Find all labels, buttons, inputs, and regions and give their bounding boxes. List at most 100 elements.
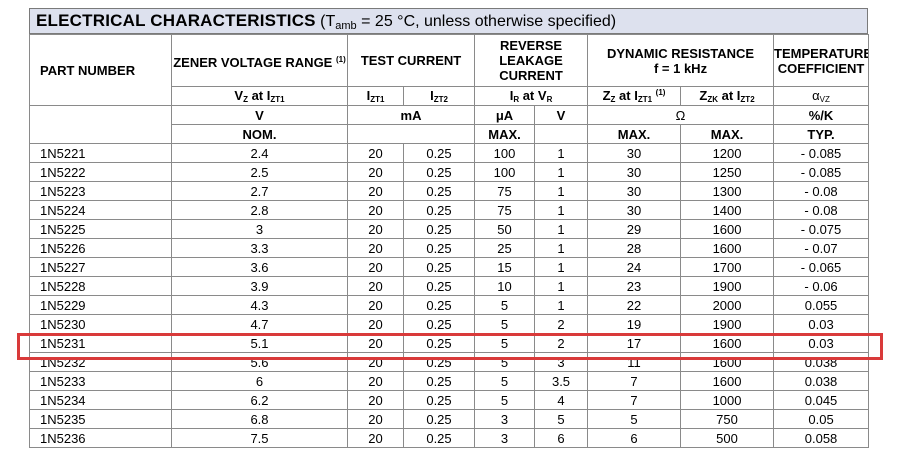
cell-part-number: 1N5221	[29, 143, 172, 163]
cell-zzk-max: 1600	[680, 371, 775, 391]
cell-part-number: 1N5232	[29, 352, 172, 372]
cell-vr: 1	[534, 276, 589, 296]
cell-izt2: 0.25	[402, 276, 476, 296]
cell-alpha-typ: 0.055	[773, 295, 870, 315]
cell-izt2: 0.25	[402, 371, 476, 391]
cell-izt2: 0.25	[402, 428, 476, 448]
label-max-ir: MAX.	[474, 124, 536, 144]
cell-vr: 2	[534, 333, 589, 353]
cell-izt2: 0.25	[402, 143, 476, 163]
cell-alpha-typ: - 0.08	[773, 200, 870, 220]
cell-vz-nom: 7.5	[171, 428, 348, 448]
cell-vz-nom: 3.6	[171, 257, 348, 277]
label-max-zz: MAX.	[587, 124, 682, 144]
cell-izt2: 0.25	[402, 314, 476, 334]
cell-ir-max: 15	[474, 257, 536, 277]
header-zener-voltage: ZENER VOLTAGE RANGE (1)	[171, 34, 348, 87]
cell-part-number: 1N5230	[29, 314, 172, 334]
cell-vr: 6	[534, 428, 589, 448]
table-row: 1N5233 6 20 0.25 5 3.5 7 1600 0.038	[29, 371, 870, 391]
cell-izt1: 20	[347, 181, 404, 201]
cell-zz-max: 30	[587, 162, 682, 182]
cell-zz-max: 11	[587, 352, 682, 372]
cell-vz-nom: 2.8	[171, 200, 348, 220]
cell-alpha-typ: 0.045	[773, 390, 870, 410]
cell-zzk-max: 750	[680, 409, 775, 429]
cell-vz-nom: 4.7	[171, 314, 348, 334]
table-row: 1N5234 6.2 20 0.25 5 4 7 1000 0.045	[29, 390, 870, 410]
header-spacer	[29, 105, 172, 125]
cell-izt2: 0.25	[402, 181, 476, 201]
cell-alpha-typ: 0.03	[773, 314, 870, 334]
cell-part-number: 1N5231	[29, 333, 172, 353]
cell-izt1: 20	[347, 295, 404, 315]
table-row: 1N5228 3.9 20 0.25 10 1 23 1900- 0.06	[29, 276, 870, 296]
cell-vz-nom: 6.8	[171, 409, 348, 429]
table-row: 1N5221 2.4 20 0.25 100 1 30 1200- 0.085	[29, 143, 870, 163]
cell-ir-max: 5	[474, 314, 536, 334]
cell-zzk-max: 1300	[680, 181, 775, 201]
cell-zzk-max: 1900	[680, 314, 775, 334]
unit-pct: %/K	[773, 105, 870, 125]
cell-izt1: 20	[347, 143, 404, 163]
cell-ir-max: 25	[474, 238, 536, 258]
cell-izt1: 20	[347, 333, 404, 353]
cell-zzk-max: 500	[680, 428, 775, 448]
header-zzk: ZZK at IZT2	[680, 86, 775, 106]
cell-zz-max: 5	[587, 409, 682, 429]
cell-zz-max: 23	[587, 276, 682, 296]
cell-vr: 1	[534, 162, 589, 182]
unit-ma: mA	[346, 105, 476, 125]
cell-alpha-typ: - 0.07	[773, 238, 870, 258]
header-alpha: αVZ	[773, 86, 870, 106]
table-row: 1N5223 2.7 20 0.25 75 1 30 1300- 0.08	[29, 181, 870, 201]
cell-zz-max: 6	[587, 428, 682, 448]
cell-zz-max: 7	[587, 390, 682, 410]
cell-part-number: 1N5222	[29, 162, 172, 182]
title-main: ELECTRICAL CHARACTERISTICS	[36, 11, 316, 30]
cell-vz-nom: 2.7	[171, 181, 348, 201]
cell-part-number: 1N5226	[29, 238, 172, 258]
cell-ir-max: 50	[474, 219, 536, 239]
unit-ohm: Ω	[587, 105, 775, 125]
cell-part-number: 1N5229	[29, 295, 172, 315]
cell-zz-max: 30	[587, 200, 682, 220]
cell-izt1: 20	[347, 352, 404, 372]
cell-vz-nom: 5.1	[171, 333, 348, 353]
cell-ir-max: 5	[474, 371, 536, 391]
cell-vz-nom: 6.2	[171, 390, 348, 410]
cell-izt1: 20	[347, 257, 404, 277]
cell-ir-max: 100	[474, 143, 536, 163]
cell-zz-max: 22	[587, 295, 682, 315]
cell-zz-max: 24	[587, 257, 682, 277]
unit-v: V	[171, 105, 348, 125]
cell-zz-max: 28	[587, 238, 682, 258]
cell-vz-nom: 3	[171, 219, 348, 239]
cell-ir-max: 75	[474, 181, 536, 201]
cell-ir-max: 5	[474, 333, 536, 353]
cell-vr: 3	[534, 352, 589, 372]
cell-zz-max: 30	[587, 181, 682, 201]
cell-vz-nom: 3.3	[171, 238, 348, 258]
header-reverse-leakage: REVERSE LEAKAGE CURRENT	[474, 34, 589, 87]
cell-izt1: 20	[347, 371, 404, 391]
cell-vr: 1	[534, 200, 589, 220]
table-row: 1N5226 3.3 20 0.25 25 1 28 1600- 0.07	[29, 238, 870, 258]
cell-part-number: 1N5233	[29, 371, 172, 391]
header-izt2: IZT2	[402, 86, 476, 106]
cell-izt2: 0.25	[402, 257, 476, 277]
header-spacer-2	[29, 124, 172, 144]
cell-ir-max: 3	[474, 409, 536, 429]
cell-part-number: 1N5236	[29, 428, 172, 448]
cell-zzk-max: 1600	[680, 333, 775, 353]
cell-vr: 1	[534, 181, 589, 201]
cell-part-number: 1N5228	[29, 276, 172, 296]
cell-zzk-max: 2000	[680, 295, 775, 315]
cell-zz-max: 19	[587, 314, 682, 334]
cell-vz-nom: 5.6	[171, 352, 348, 372]
cell-alpha-typ: - 0.085	[773, 162, 870, 182]
title-condition: (Tamb = 25 °C, unless otherwise specifie…	[315, 13, 617, 32]
cell-izt2: 0.25	[402, 333, 476, 353]
table-row: 1N5230 4.7 20 0.25 5 2 19 1900 0.03	[29, 314, 870, 334]
cell-izt1: 20	[347, 219, 404, 239]
